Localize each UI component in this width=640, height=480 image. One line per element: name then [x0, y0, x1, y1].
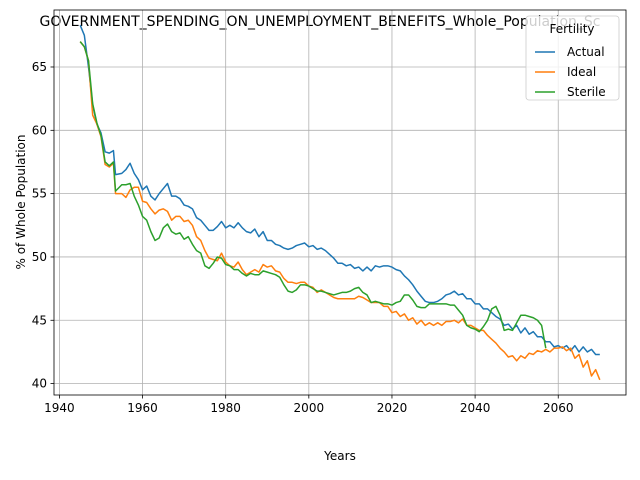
legend-label-sterile: Sterile [567, 85, 606, 99]
y-axis-ticks: 40 45 50 55 60 65 [32, 60, 54, 391]
y-tick-label: 50 [32, 250, 47, 264]
y-tick-label: 60 [32, 123, 47, 137]
legend-items: Actual Ideal Sterile [535, 45, 606, 99]
legend-title: Fertility [549, 22, 594, 36]
legend-label-ideal: Ideal [567, 65, 596, 79]
series-line-actual [79, 24, 600, 356]
x-axis-ticks: 1940 1960 1980 2000 2020 2040 2060 [44, 395, 574, 415]
chart-title: GOVERNMENT_SPENDING_ON_UNEMPLOYMENT_BENE… [39, 14, 600, 30]
x-tick-label: 1960 [127, 401, 158, 415]
y-tick-label: 55 [32, 187, 47, 201]
x-tick-label: 2060 [543, 401, 574, 415]
legend-box [525, 15, 620, 101]
y-tick-label: 40 [32, 377, 47, 391]
x-tick-label: 2020 [377, 401, 408, 415]
y-tick-label: 45 [32, 313, 47, 327]
series-line-ideal [79, 41, 601, 381]
legend: Fertility Actual Ideal Sterile [525, 15, 620, 101]
series-lines [79, 24, 601, 381]
x-tick-label: 1980 [210, 401, 241, 415]
plot-frame [53, 9, 627, 396]
x-tick-label: 2040 [460, 401, 491, 415]
y-axis-label: % of Whole Population [14, 135, 28, 270]
x-tick-label: 2000 [294, 401, 325, 415]
legend-label-actual: Actual [567, 45, 605, 59]
x-axis-label: Years [323, 449, 356, 463]
x-tick-label: 1940 [44, 401, 75, 415]
y-tick-label: 65 [32, 60, 47, 74]
series-line-sterile [79, 41, 547, 349]
